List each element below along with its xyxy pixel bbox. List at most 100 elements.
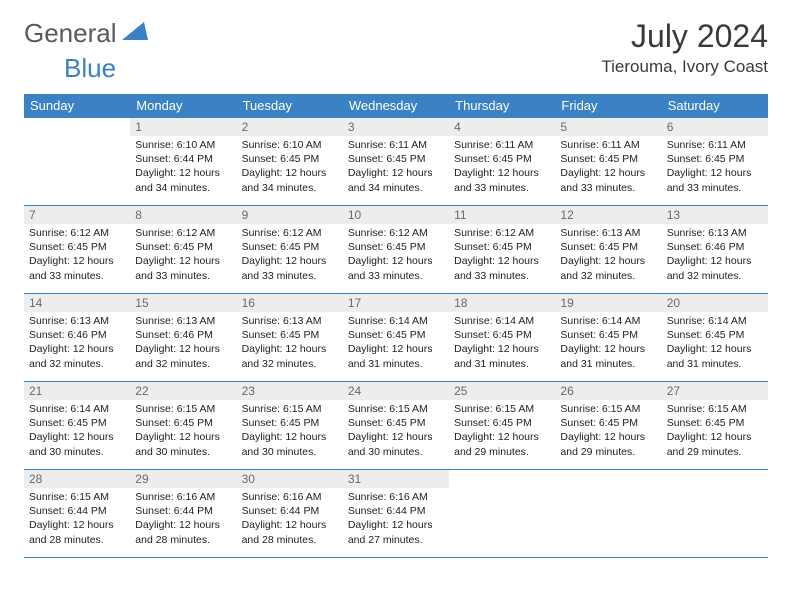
day-info: Sunrise: 6:16 AMSunset: 6:44 PMDaylight:… (343, 488, 449, 551)
calendar-cell: 12Sunrise: 6:13 AMSunset: 6:45 PMDayligh… (555, 206, 661, 294)
weekday-header: Saturday (662, 94, 768, 118)
day-info: Sunrise: 6:10 AMSunset: 6:44 PMDaylight:… (130, 136, 236, 199)
day-info: Sunrise: 6:13 AMSunset: 6:46 PMDaylight:… (130, 312, 236, 375)
calendar-body: 1Sunrise: 6:10 AMSunset: 6:44 PMDaylight… (24, 118, 768, 558)
calendar-cell: 5Sunrise: 6:11 AMSunset: 6:45 PMDaylight… (555, 118, 661, 206)
day-info: Sunrise: 6:12 AMSunset: 6:45 PMDaylight:… (449, 224, 555, 287)
day-number: 11 (449, 206, 555, 224)
day-number: 19 (555, 294, 661, 312)
calendar-cell: 2Sunrise: 6:10 AMSunset: 6:45 PMDaylight… (237, 118, 343, 206)
day-number: 16 (237, 294, 343, 312)
calendar-cell: 3Sunrise: 6:11 AMSunset: 6:45 PMDaylight… (343, 118, 449, 206)
day-number: 21 (24, 382, 130, 400)
day-info: Sunrise: 6:14 AMSunset: 6:45 PMDaylight:… (343, 312, 449, 375)
day-info: Sunrise: 6:15 AMSunset: 6:45 PMDaylight:… (237, 400, 343, 463)
weekday-header: Sunday (24, 94, 130, 118)
day-info: Sunrise: 6:15 AMSunset: 6:45 PMDaylight:… (343, 400, 449, 463)
calendar-cell: 29Sunrise: 6:16 AMSunset: 6:44 PMDayligh… (130, 470, 236, 558)
day-number: 14 (24, 294, 130, 312)
day-number: 1 (130, 118, 236, 136)
day-info: Sunrise: 6:13 AMSunset: 6:46 PMDaylight:… (662, 224, 768, 287)
calendar-cell: 17Sunrise: 6:14 AMSunset: 6:45 PMDayligh… (343, 294, 449, 382)
calendar-cell (662, 470, 768, 558)
weekday-header-row: SundayMondayTuesdayWednesdayThursdayFrid… (24, 94, 768, 118)
weekday-header: Tuesday (237, 94, 343, 118)
day-number: 7 (24, 206, 130, 224)
day-info: Sunrise: 6:14 AMSunset: 6:45 PMDaylight:… (24, 400, 130, 463)
calendar-cell: 31Sunrise: 6:16 AMSunset: 6:44 PMDayligh… (343, 470, 449, 558)
calendar-cell: 22Sunrise: 6:15 AMSunset: 6:45 PMDayligh… (130, 382, 236, 470)
day-number: 2 (237, 118, 343, 136)
calendar-cell: 28Sunrise: 6:15 AMSunset: 6:44 PMDayligh… (24, 470, 130, 558)
day-number: 13 (662, 206, 768, 224)
day-info: Sunrise: 6:11 AMSunset: 6:45 PMDaylight:… (343, 136, 449, 199)
day-info: Sunrise: 6:11 AMSunset: 6:45 PMDaylight:… (449, 136, 555, 199)
day-info: Sunrise: 6:10 AMSunset: 6:45 PMDaylight:… (237, 136, 343, 199)
weekday-header: Wednesday (343, 94, 449, 118)
calendar-cell: 25Sunrise: 6:15 AMSunset: 6:45 PMDayligh… (449, 382, 555, 470)
day-number: 17 (343, 294, 449, 312)
day-info: Sunrise: 6:12 AMSunset: 6:45 PMDaylight:… (24, 224, 130, 287)
weekday-header: Thursday (449, 94, 555, 118)
calendar-cell: 23Sunrise: 6:15 AMSunset: 6:45 PMDayligh… (237, 382, 343, 470)
calendar-cell (449, 470, 555, 558)
day-number: 5 (555, 118, 661, 136)
calendar-cell: 27Sunrise: 6:15 AMSunset: 6:45 PMDayligh… (662, 382, 768, 470)
day-number: 30 (237, 470, 343, 488)
calendar-cell: 19Sunrise: 6:14 AMSunset: 6:45 PMDayligh… (555, 294, 661, 382)
logo-triangle-icon (122, 22, 148, 45)
calendar-cell: 15Sunrise: 6:13 AMSunset: 6:46 PMDayligh… (130, 294, 236, 382)
day-number: 20 (662, 294, 768, 312)
calendar-cell: 4Sunrise: 6:11 AMSunset: 6:45 PMDaylight… (449, 118, 555, 206)
day-number: 31 (343, 470, 449, 488)
month-title: July 2024 (601, 18, 768, 55)
calendar-row: 14Sunrise: 6:13 AMSunset: 6:46 PMDayligh… (24, 294, 768, 382)
calendar-cell: 8Sunrise: 6:12 AMSunset: 6:45 PMDaylight… (130, 206, 236, 294)
day-number: 23 (237, 382, 343, 400)
calendar-cell: 16Sunrise: 6:13 AMSunset: 6:45 PMDayligh… (237, 294, 343, 382)
day-info: Sunrise: 6:11 AMSunset: 6:45 PMDaylight:… (662, 136, 768, 199)
calendar-cell: 6Sunrise: 6:11 AMSunset: 6:45 PMDaylight… (662, 118, 768, 206)
day-info: Sunrise: 6:15 AMSunset: 6:44 PMDaylight:… (24, 488, 130, 551)
day-info: Sunrise: 6:15 AMSunset: 6:45 PMDaylight:… (449, 400, 555, 463)
day-info: Sunrise: 6:14 AMSunset: 6:45 PMDaylight:… (662, 312, 768, 375)
logo-text-blue: Blue (64, 53, 116, 83)
day-info: Sunrise: 6:12 AMSunset: 6:45 PMDaylight:… (130, 224, 236, 287)
calendar-cell: 21Sunrise: 6:14 AMSunset: 6:45 PMDayligh… (24, 382, 130, 470)
day-info: Sunrise: 6:16 AMSunset: 6:44 PMDaylight:… (130, 488, 236, 551)
day-info: Sunrise: 6:15 AMSunset: 6:45 PMDaylight:… (130, 400, 236, 463)
calendar-row: 28Sunrise: 6:15 AMSunset: 6:44 PMDayligh… (24, 470, 768, 558)
calendar-cell: 30Sunrise: 6:16 AMSunset: 6:44 PMDayligh… (237, 470, 343, 558)
calendar-row: 21Sunrise: 6:14 AMSunset: 6:45 PMDayligh… (24, 382, 768, 470)
calendar-cell (24, 118, 130, 206)
day-number: 25 (449, 382, 555, 400)
calendar-cell: 24Sunrise: 6:15 AMSunset: 6:45 PMDayligh… (343, 382, 449, 470)
day-number: 26 (555, 382, 661, 400)
day-number: 24 (343, 382, 449, 400)
day-info: Sunrise: 6:13 AMSunset: 6:46 PMDaylight:… (24, 312, 130, 375)
day-number: 27 (662, 382, 768, 400)
calendar-cell: 13Sunrise: 6:13 AMSunset: 6:46 PMDayligh… (662, 206, 768, 294)
calendar-cell: 26Sunrise: 6:15 AMSunset: 6:45 PMDayligh… (555, 382, 661, 470)
day-info: Sunrise: 6:14 AMSunset: 6:45 PMDaylight:… (555, 312, 661, 375)
day-number: 6 (662, 118, 768, 136)
calendar-cell: 7Sunrise: 6:12 AMSunset: 6:45 PMDaylight… (24, 206, 130, 294)
logo-text-general: General (24, 18, 117, 49)
day-info: Sunrise: 6:13 AMSunset: 6:45 PMDaylight:… (555, 224, 661, 287)
day-number: 18 (449, 294, 555, 312)
day-info: Sunrise: 6:16 AMSunset: 6:44 PMDaylight:… (237, 488, 343, 551)
calendar-cell: 10Sunrise: 6:12 AMSunset: 6:45 PMDayligh… (343, 206, 449, 294)
calendar-cell: 11Sunrise: 6:12 AMSunset: 6:45 PMDayligh… (449, 206, 555, 294)
day-info: Sunrise: 6:15 AMSunset: 6:45 PMDaylight:… (662, 400, 768, 463)
calendar-cell: 14Sunrise: 6:13 AMSunset: 6:46 PMDayligh… (24, 294, 130, 382)
weekday-header: Friday (555, 94, 661, 118)
day-number: 29 (130, 470, 236, 488)
weekday-header: Monday (130, 94, 236, 118)
calendar-row: 7Sunrise: 6:12 AMSunset: 6:45 PMDaylight… (24, 206, 768, 294)
calendar-cell: 9Sunrise: 6:12 AMSunset: 6:45 PMDaylight… (237, 206, 343, 294)
day-info: Sunrise: 6:11 AMSunset: 6:45 PMDaylight:… (555, 136, 661, 199)
day-number: 8 (130, 206, 236, 224)
calendar-cell: 18Sunrise: 6:14 AMSunset: 6:45 PMDayligh… (449, 294, 555, 382)
day-info: Sunrise: 6:15 AMSunset: 6:45 PMDaylight:… (555, 400, 661, 463)
day-number: 12 (555, 206, 661, 224)
